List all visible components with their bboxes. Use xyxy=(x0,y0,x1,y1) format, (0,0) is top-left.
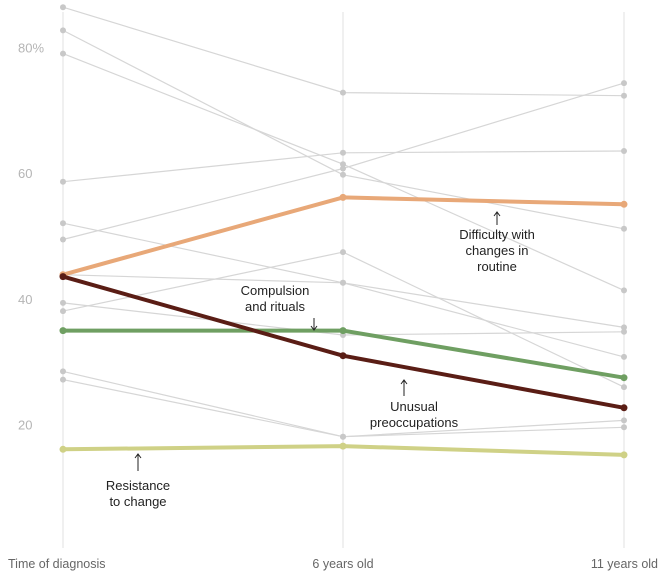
background-series-point xyxy=(60,178,66,185)
annotation-arrowhead xyxy=(493,211,501,217)
background-series-point xyxy=(621,225,627,232)
annotation-text: routine xyxy=(477,259,517,274)
background-series-point xyxy=(621,424,627,431)
annotation-arrowhead xyxy=(400,379,408,385)
y-tick-label: 80% xyxy=(18,41,44,56)
background-series-point xyxy=(60,27,66,34)
annotation-text: Unusual xyxy=(390,399,438,414)
series-point-2 xyxy=(620,404,628,412)
x-tick-label: Time of diagnosis xyxy=(8,557,106,571)
annotation-text: changes in xyxy=(466,243,529,258)
series-point-3 xyxy=(620,451,628,459)
background-series-point xyxy=(621,324,627,331)
background-series-point xyxy=(340,279,346,286)
background-series-point xyxy=(340,89,346,96)
background-series-point xyxy=(60,236,66,243)
background-series-point xyxy=(340,171,346,178)
series-point-1 xyxy=(620,374,628,382)
series-point-1 xyxy=(339,327,347,335)
background-series-point xyxy=(621,287,627,294)
background-series-point xyxy=(60,4,66,11)
series-point-3 xyxy=(59,445,67,453)
background-series-point xyxy=(340,161,346,168)
series-point-3 xyxy=(339,442,347,450)
annotation-arrowhead xyxy=(134,453,142,459)
background-series xyxy=(60,4,627,440)
background-series-point xyxy=(60,299,66,306)
background-series-point xyxy=(60,220,66,227)
background-series-point xyxy=(340,249,346,256)
background-series-point xyxy=(340,149,346,156)
highlighted-series xyxy=(59,193,628,459)
background-series-point xyxy=(60,368,66,375)
background-series-point xyxy=(621,384,627,391)
y-tick-label: 40 xyxy=(18,292,32,307)
series-point-0 xyxy=(620,200,628,208)
annotation-text: to change xyxy=(109,494,166,509)
series-point-1 xyxy=(59,327,67,335)
background-series-point xyxy=(340,165,346,172)
series-point-2 xyxy=(59,273,67,281)
background-series-point xyxy=(621,148,627,154)
annotation-text: Compulsion xyxy=(241,283,310,298)
background-series-point xyxy=(621,328,627,335)
series-point-0 xyxy=(339,193,347,201)
background-series-point xyxy=(621,417,627,424)
background-series-point xyxy=(621,353,627,360)
y-tick-label: 20 xyxy=(18,417,32,432)
y-tick-label: 60 xyxy=(18,166,32,181)
annotation-text: preoccupations xyxy=(370,415,459,430)
background-series-point xyxy=(60,50,66,57)
x-tick-label: 6 years old xyxy=(312,557,373,571)
annotation-text: and rituals xyxy=(245,299,305,314)
background-series-point xyxy=(60,308,66,315)
background-series-point xyxy=(60,376,66,383)
x-tick-label: 11 years old xyxy=(591,557,658,571)
annotation-text: Difficulty with xyxy=(459,227,535,242)
background-series-point xyxy=(340,433,346,440)
background-series-point xyxy=(621,80,627,87)
annotation-arrowhead xyxy=(310,325,318,331)
annotation-text: Resistance xyxy=(106,478,170,493)
series-point-2 xyxy=(339,352,347,360)
background-series-point xyxy=(621,92,627,99)
x-axis-ticks: Time of diagnosis 6 years old 11 years old xyxy=(8,557,658,571)
y-axis-ticks: 80% 60 40 20 xyxy=(18,41,44,433)
